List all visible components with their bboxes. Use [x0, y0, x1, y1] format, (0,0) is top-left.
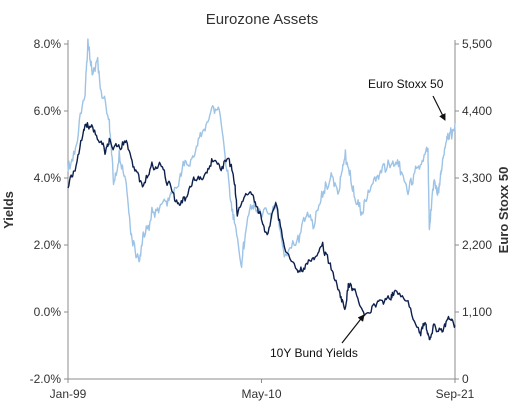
left-y-tick-label: 6.0% [34, 104, 62, 118]
series-line-euro-stoxx-50 [67, 38, 456, 268]
right-y-tick-label: 0 [462, 372, 469, 386]
right-y-tick-label: 3,300 [462, 171, 492, 185]
x-tick-label: Sep-21 [436, 387, 475, 401]
left-y-tick-label: -2.0% [30, 372, 62, 386]
x-ticks: Jan-99 May-10 Sep-21 [50, 379, 475, 401]
right-y-tick-label: 1,100 [462, 305, 492, 319]
left-y-axis-title: Yields [1, 191, 16, 229]
annotation-euro-stoxx-50: Euro Stoxx 50 [368, 77, 444, 91]
left-y-tick-label: 2.0% [34, 238, 62, 252]
x-tick-label: May-10 [241, 387, 281, 401]
series-line-10y-bund-yields [67, 122, 456, 341]
left-y-ticks: -2.0% 0.0% 2.0% 4.0% 6.0% 8.0% [30, 37, 68, 386]
annotation-arrow-10y-bund-yields [341, 314, 365, 344]
right-y-ticks: 0 1,100 2,200 3,300 4,400 5,500 [455, 37, 492, 386]
right-y-tick-label: 5,500 [462, 37, 492, 51]
annotation-10y-bund-yields: 10Y Bund Yields [270, 346, 358, 360]
left-y-tick-label: 8.0% [34, 37, 62, 51]
right-y-tick-label: 4,400 [462, 104, 492, 118]
chart-title: Eurozone Assets [206, 11, 319, 28]
right-y-axis-title: Euro Stoxx 50 [496, 167, 511, 254]
right-y-tick-label: 2,200 [462, 238, 492, 252]
x-tick-label: Jan-99 [50, 387, 87, 401]
left-y-tick-label: 4.0% [34, 171, 62, 185]
left-y-tick-label: 0.0% [34, 305, 62, 319]
annotation-arrow-euro-stoxx-50 [432, 95, 446, 121]
